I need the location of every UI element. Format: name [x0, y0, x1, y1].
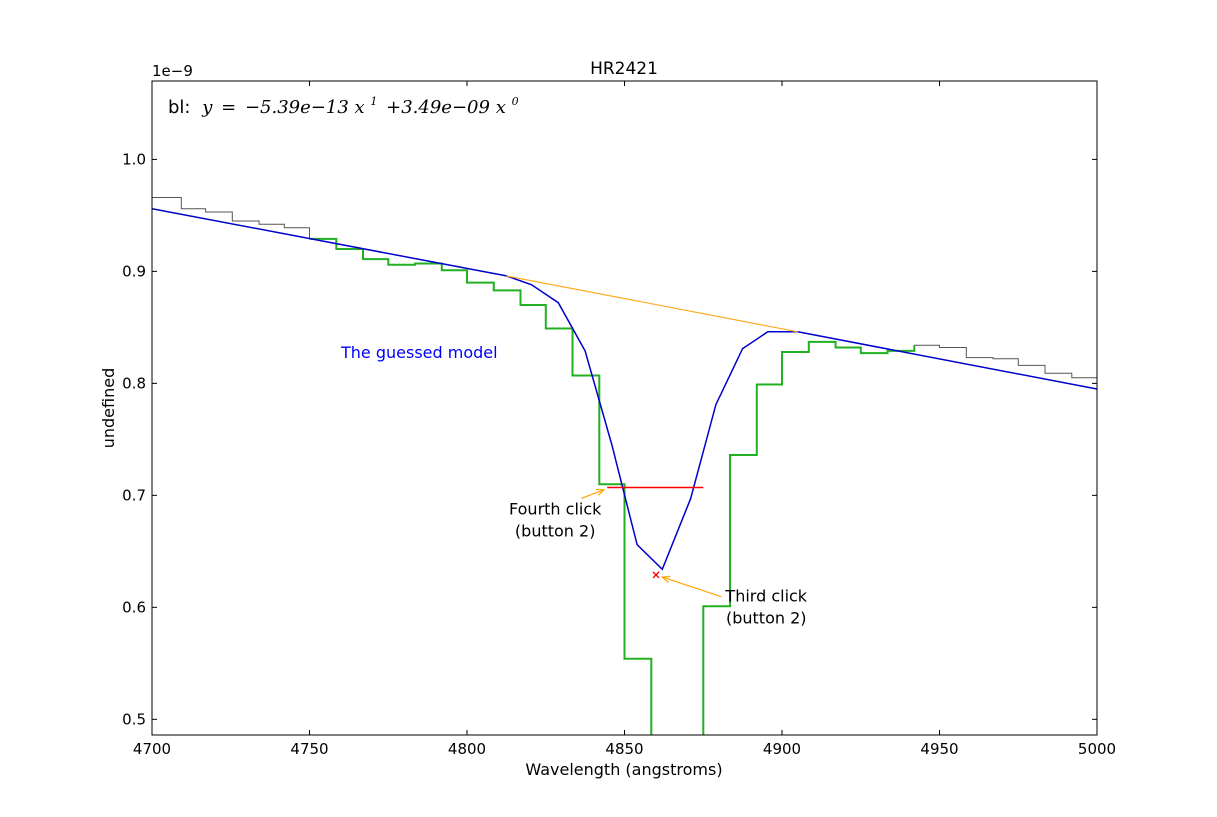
- selected-line: [309, 237, 916, 735]
- chart-title: HR2421: [590, 59, 658, 79]
- equation-exp1: 1: [370, 95, 377, 108]
- x-tick-label: 4950: [920, 740, 958, 758]
- tick-layer: 4700 4750 4800 4850 4900 4950 5000 0.5 0.6 0.7 0.8…: [122, 81, 1116, 758]
- x-tick-label: 4700: [133, 740, 171, 758]
- equation-coef1: −5.39e−13: [245, 97, 349, 118]
- x-tick-label: 5000: [1078, 740, 1116, 758]
- y-tick-label: 0.7: [122, 486, 146, 504]
- y-tick-label: 0.6: [122, 598, 146, 616]
- y-tick-label: 0.8: [122, 374, 146, 392]
- equation-coef0: +3.49e−09: [386, 97, 490, 118]
- fourth-click-annotation-line: Fourth click: [509, 499, 602, 518]
- baseline-prefix: bl:: [168, 97, 191, 118]
- click-marker: [652, 571, 660, 579]
- third-click-annotation-line: (button 2): [726, 609, 807, 628]
- third-click-annotation-line: Third click: [724, 587, 807, 606]
- x-axis-label: Wavelength (angstroms): [525, 760, 722, 779]
- guessed-model-label: The guessed model: [340, 343, 498, 362]
- x-tick-label: 4750: [290, 740, 328, 758]
- model-line: [152, 207, 1097, 571]
- y-tick-label: 0.5: [122, 710, 146, 728]
- third-click-annotation: Third click (button 2): [660, 575, 808, 628]
- annotation-arrow: [580, 489, 605, 499]
- equation-var1: x: [355, 97, 365, 118]
- baseline-line: [506, 275, 798, 333]
- equation-var0: x: [496, 97, 506, 118]
- arrow-head: [596, 488, 606, 496]
- baseline-equation: bl: y = −5.39e−13 x 1 +3.49e−09 x 0: [168, 89, 519, 118]
- equation-exp0: 0: [512, 95, 519, 108]
- x-tick-label: 4900: [763, 740, 801, 758]
- equation-lhs: y: [201, 97, 213, 118]
- y-tick-label: 0.9: [122, 262, 146, 280]
- x-tick-label: 4850: [605, 740, 643, 758]
- y-tick-label: 1.0: [122, 150, 146, 168]
- annotation-arrow: [662, 576, 722, 598]
- arrow-head: [660, 575, 671, 583]
- plot-area: [152, 197, 1097, 735]
- x-tick-label: 4800: [448, 740, 486, 758]
- y-offset-label: 1e−9: [152, 62, 193, 80]
- fourth-click-annotation-line: (button 2): [515, 521, 596, 540]
- fourth-click-annotation: Fourth click (button 2): [509, 488, 606, 540]
- y-axis-label: undefined: [99, 368, 118, 449]
